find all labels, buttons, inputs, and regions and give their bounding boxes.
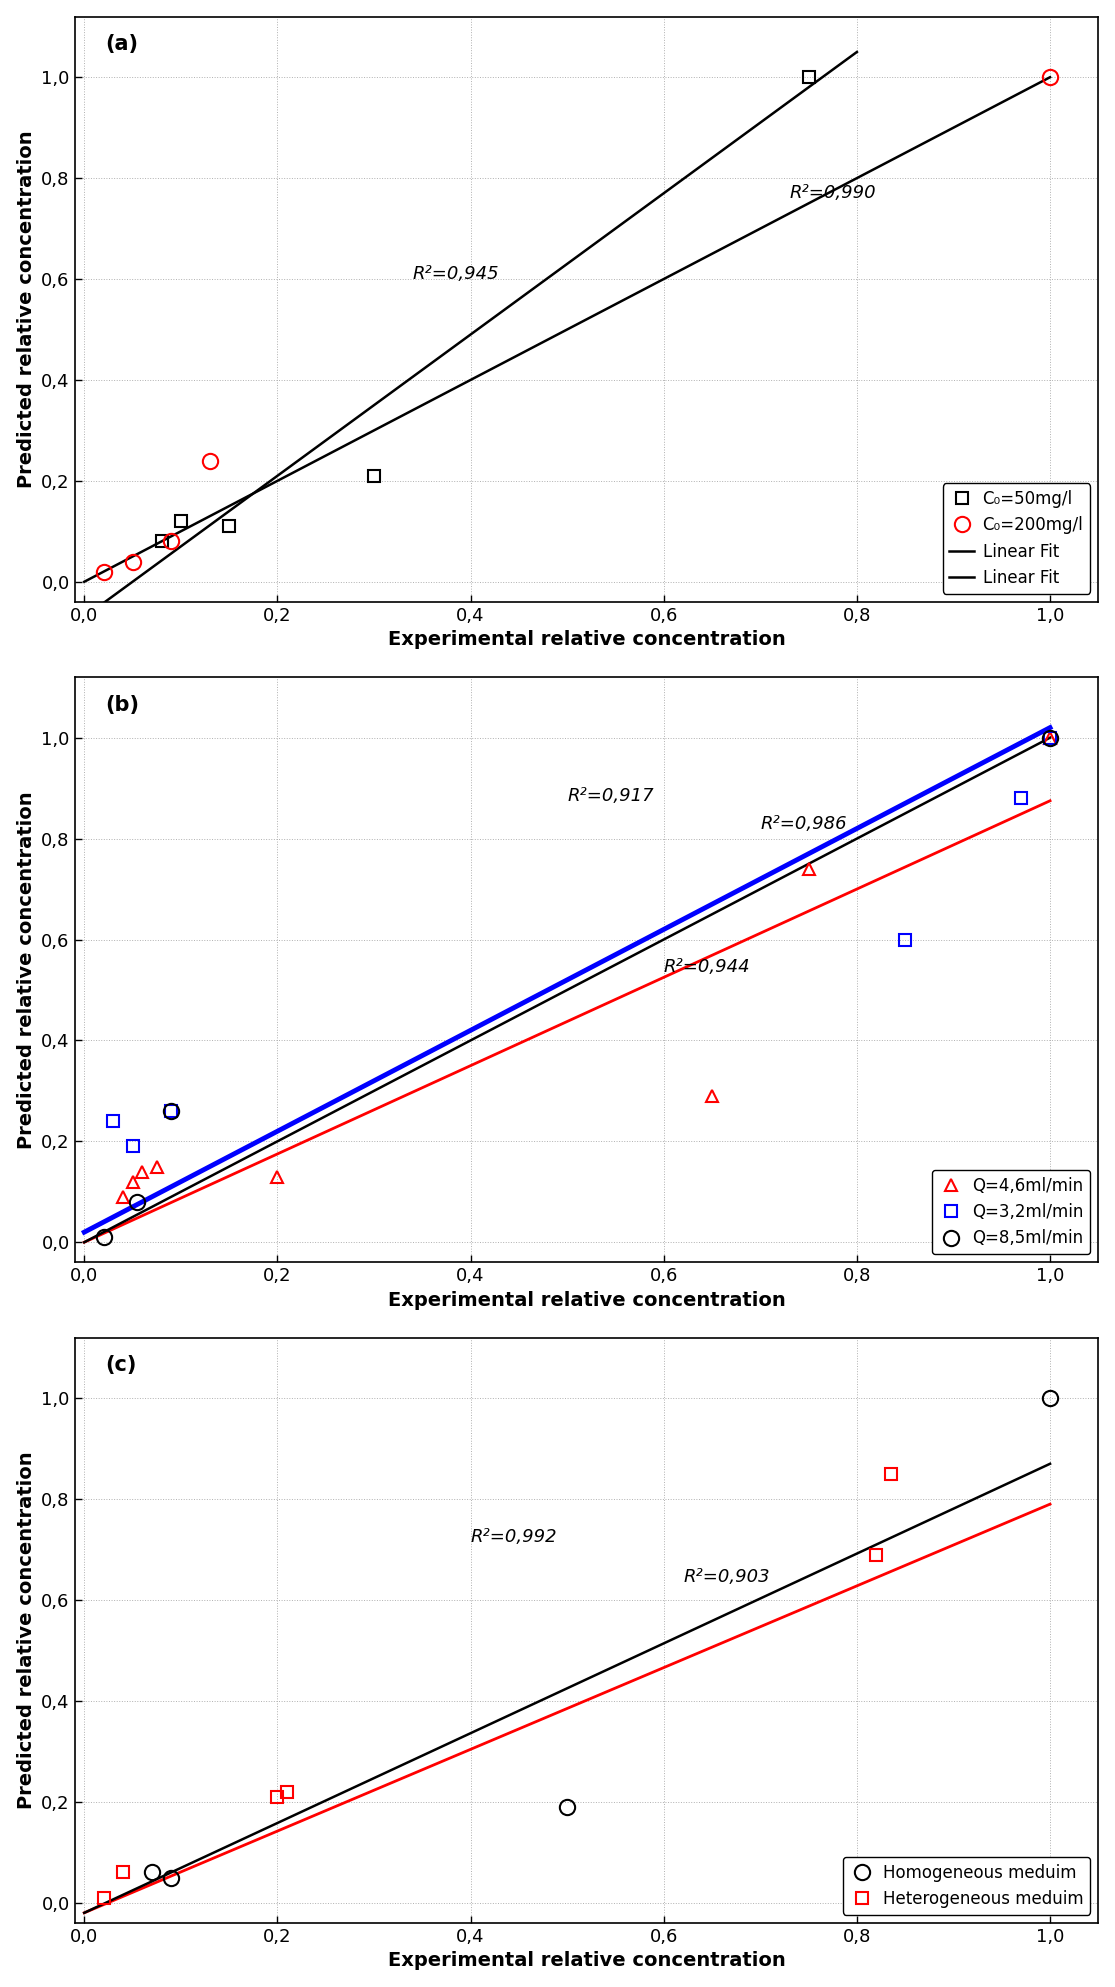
Legend: Q=4,6ml/min, Q=3,2ml/min, Q=8,5ml/min: Q=4,6ml/min, Q=3,2ml/min, Q=8,5ml/min bbox=[932, 1170, 1090, 1254]
Text: R²=0,990: R²=0,990 bbox=[789, 185, 876, 203]
X-axis label: Experimental relative concentration: Experimental relative concentration bbox=[388, 630, 785, 650]
Y-axis label: Predicted relative concentration: Predicted relative concentration bbox=[17, 131, 36, 489]
Text: (a): (a) bbox=[105, 34, 138, 54]
Legend: Homogeneous meduim, Heterogeneous meduim: Homogeneous meduim, Heterogeneous meduim bbox=[843, 1858, 1090, 1915]
X-axis label: Experimental relative concentration: Experimental relative concentration bbox=[388, 1292, 785, 1309]
Text: R²=0,944: R²=0,944 bbox=[663, 958, 750, 976]
Text: (c): (c) bbox=[105, 1355, 137, 1375]
Text: R²=0,945: R²=0,945 bbox=[413, 264, 500, 282]
Y-axis label: Predicted relative concentration: Predicted relative concentration bbox=[17, 1451, 36, 1808]
Y-axis label: Predicted relative concentration: Predicted relative concentration bbox=[17, 791, 36, 1148]
X-axis label: Experimental relative concentration: Experimental relative concentration bbox=[388, 1951, 785, 1971]
Text: (b): (b) bbox=[105, 695, 139, 715]
Text: R²=0,992: R²=0,992 bbox=[471, 1528, 558, 1546]
Legend: C₀=50mg/l, C₀=200mg/l, Linear Fit, Linear Fit: C₀=50mg/l, C₀=200mg/l, Linear Fit, Linea… bbox=[942, 483, 1090, 594]
Text: R²=0,986: R²=0,986 bbox=[760, 815, 847, 833]
Text: R²=0,903: R²=0,903 bbox=[683, 1568, 769, 1586]
Text: R²=0,917: R²=0,917 bbox=[568, 787, 653, 805]
